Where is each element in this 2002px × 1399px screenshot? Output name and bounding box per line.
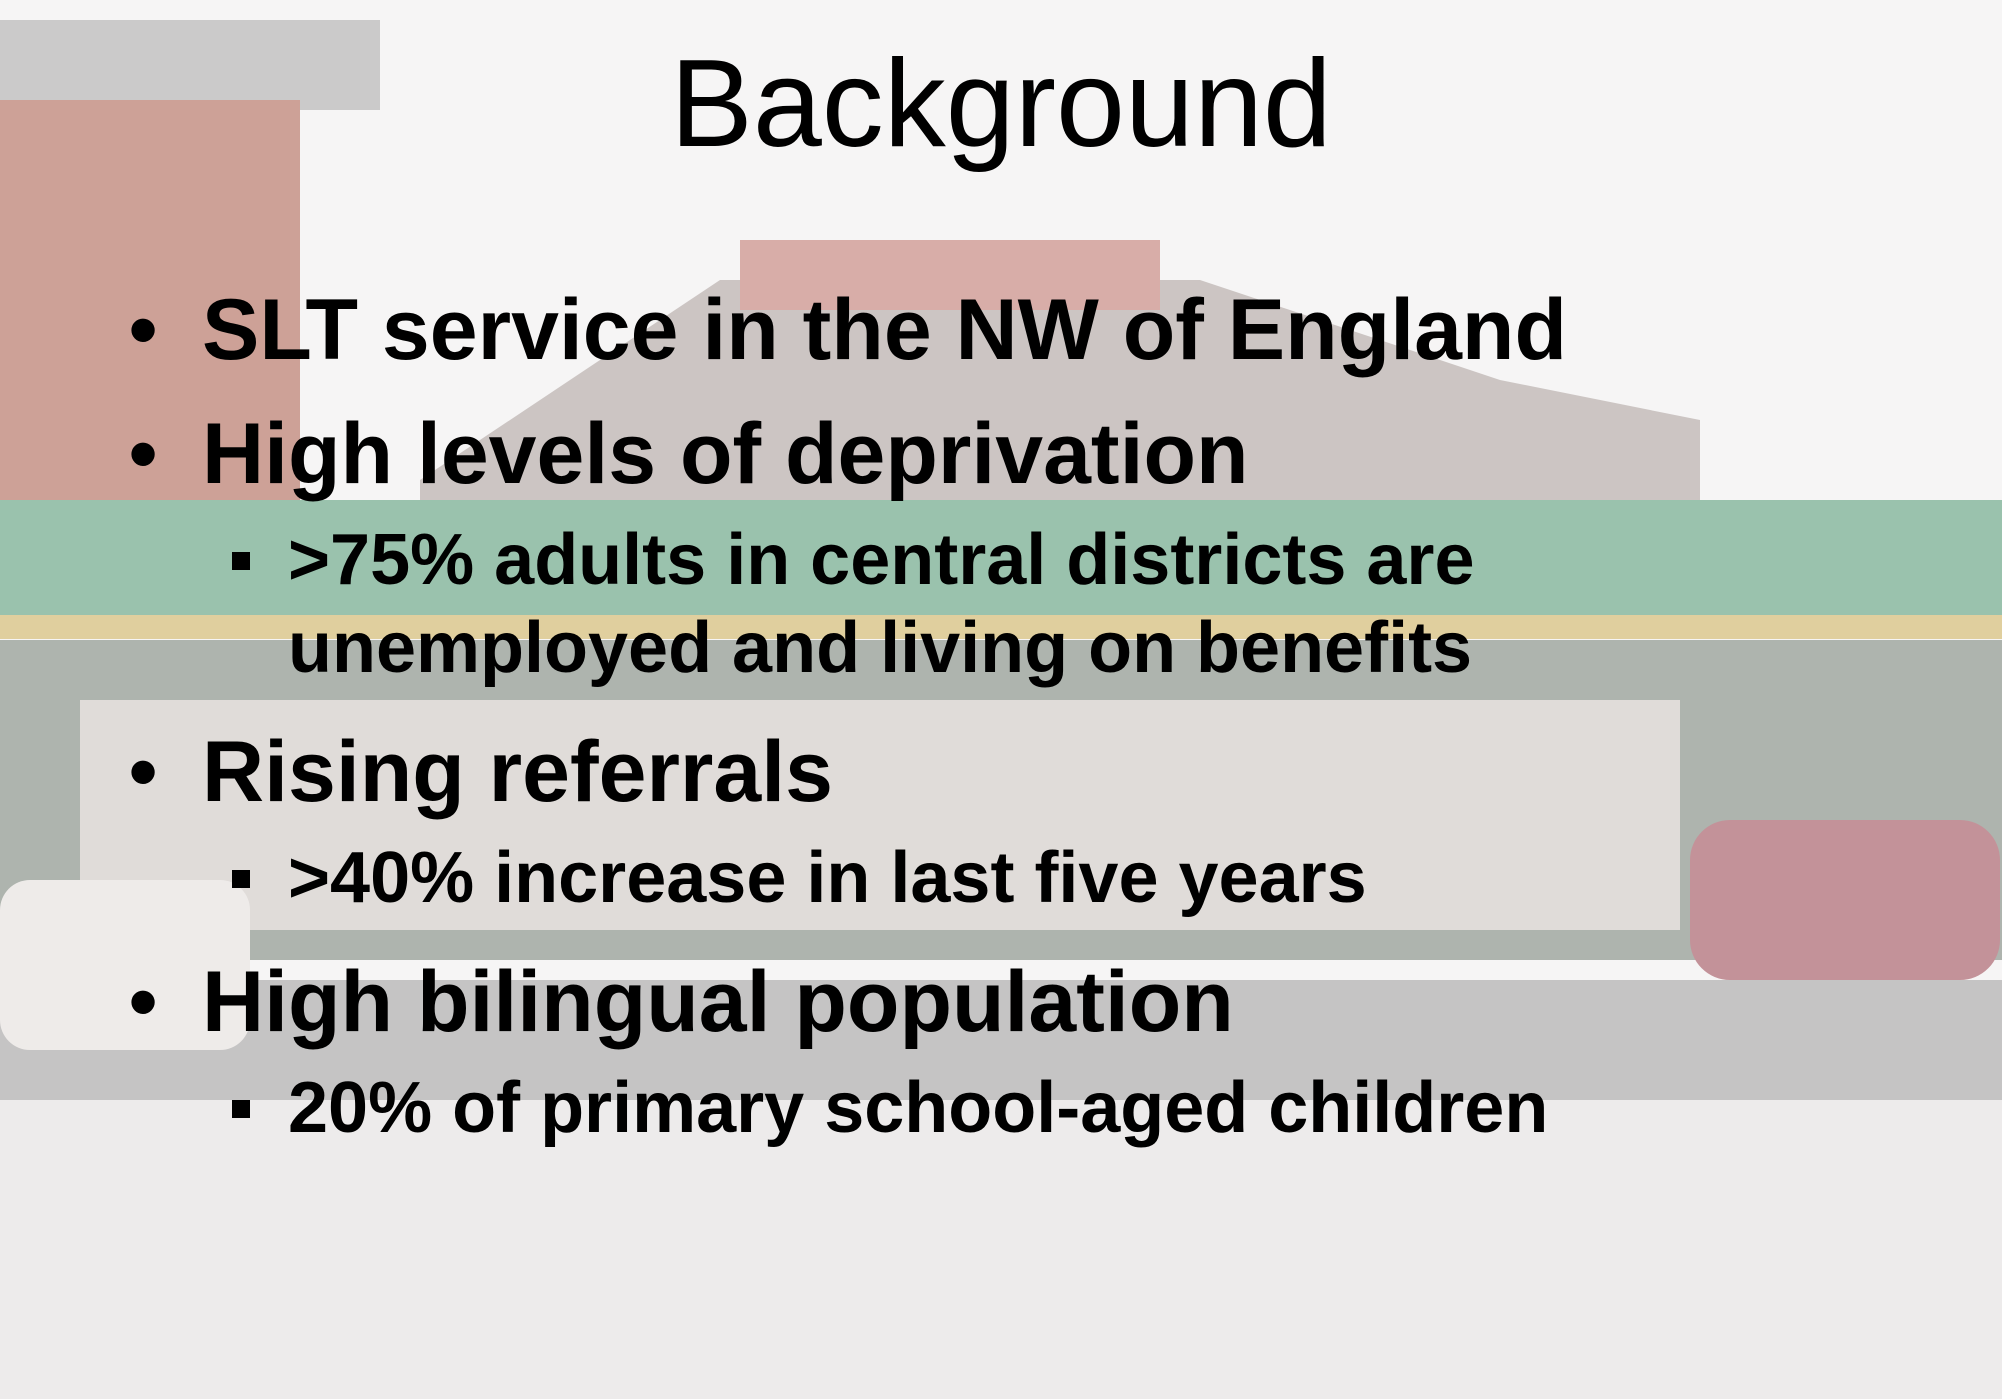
slide: Background SLT service in the NW of Engl… xyxy=(0,0,2002,1399)
bullet-list: SLT service in the NW of EnglandHigh lev… xyxy=(128,268,1888,1170)
sub-bullet: >40% increase in last five years xyxy=(288,834,1618,922)
slide-title: Background xyxy=(0,30,2002,179)
sub-bullet: 20% of primary school-aged children xyxy=(288,1064,1618,1152)
bullet: High bilingual population xyxy=(128,940,1888,1064)
bullet: SLT service in the NW of England xyxy=(128,268,1888,392)
bullet: Rising referrals xyxy=(128,710,1888,834)
sub-bullet: >75% adults in central districts are une… xyxy=(288,516,1618,692)
bullet: High levels of deprivation xyxy=(128,392,1888,516)
